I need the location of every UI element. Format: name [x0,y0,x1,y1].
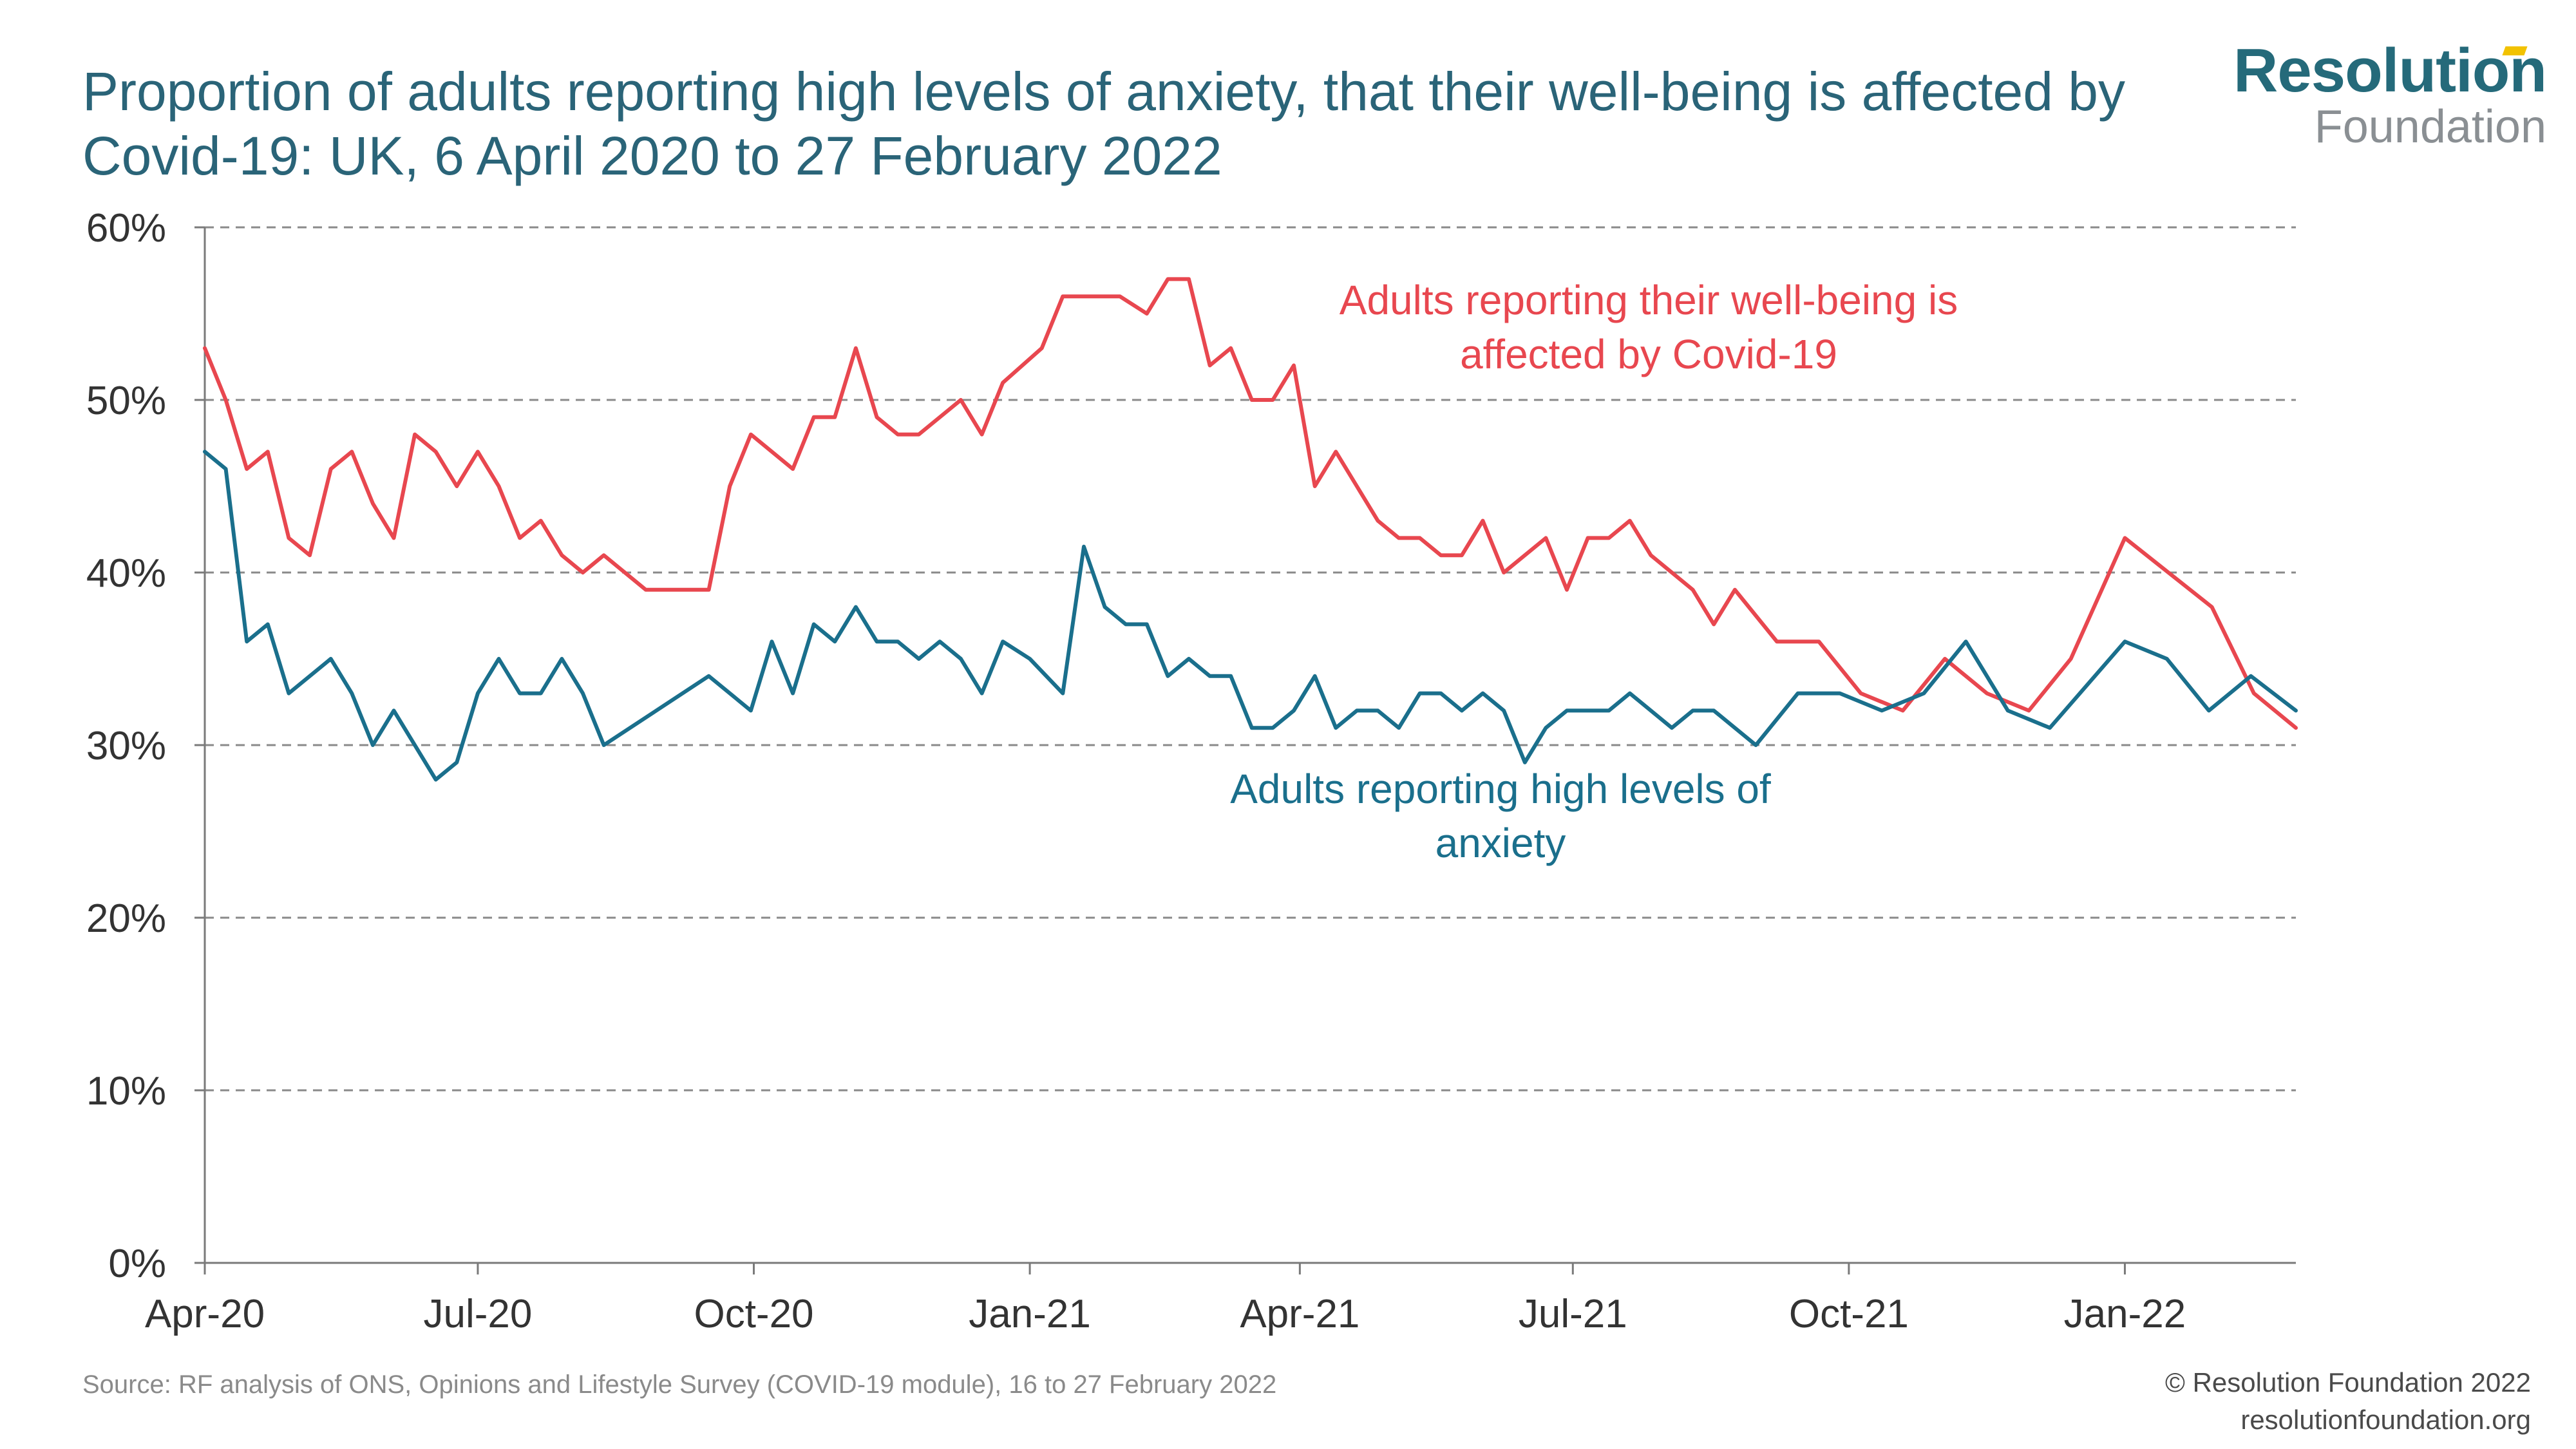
x-tick-label: Apr-20 [145,1292,265,1336]
logo-line1: Resolution [2233,36,2547,105]
x-tick-label: Oct-20 [694,1292,813,1336]
y-tick-label: 60% [86,206,166,251]
y-tick-label: 20% [86,896,166,941]
website-line: resolutionfoundation.org [2240,1405,2531,1435]
axes: 0% 10% 20% 30% 40% 50% 60% Apr-20 Jul-20 Oct-20 Ja… [86,206,2296,1336]
anxiety-series-line [203,450,2298,782]
chart-title: Proportion of adults reporting high leve… [82,61,2126,186]
x-tick-label: Oct-21 [1789,1292,1909,1336]
series-label: Adults reporting their well-being is [1340,277,1958,323]
series-label: Adults reporting high levels of [1230,766,1771,812]
x-tick-label: Apr-21 [1240,1292,1359,1336]
gridlines [205,226,2296,1092]
series-label: anxiety [1435,820,1566,866]
y-tick-label: 0% [108,1242,166,1286]
y-tick-label: 40% [86,551,166,596]
wellbeing-series-line [203,277,2298,730]
logo-line2: Foundation [2314,101,2546,153]
x-tick-label: Jan-21 [969,1292,1091,1336]
series-label: affected by Covid-19 [1460,331,1837,377]
x-tick-label: Jul-20 [423,1292,532,1336]
series-labels: Adults reporting their well-being is affe… [1230,277,1958,866]
copyright-line: © Resolution Foundation 2022 [2164,1367,2531,1397]
x-tick-label: Jul-21 [1519,1292,1627,1336]
y-tick-label: 50% [86,379,166,423]
source-note: Source: RF analysis of ONS, Opinions and… [82,1370,1277,1399]
y-tick-label: 10% [86,1069,166,1113]
series-lines [203,277,2298,782]
resolution-foundation-logo: Resolution Foundation [2233,36,2547,153]
x-tick-label: Jan-22 [2064,1292,2186,1336]
y-tick-label: 30% [86,724,166,768]
copyright-block: © Resolution Foundation 2022 resolutionf… [2165,1364,2531,1439]
